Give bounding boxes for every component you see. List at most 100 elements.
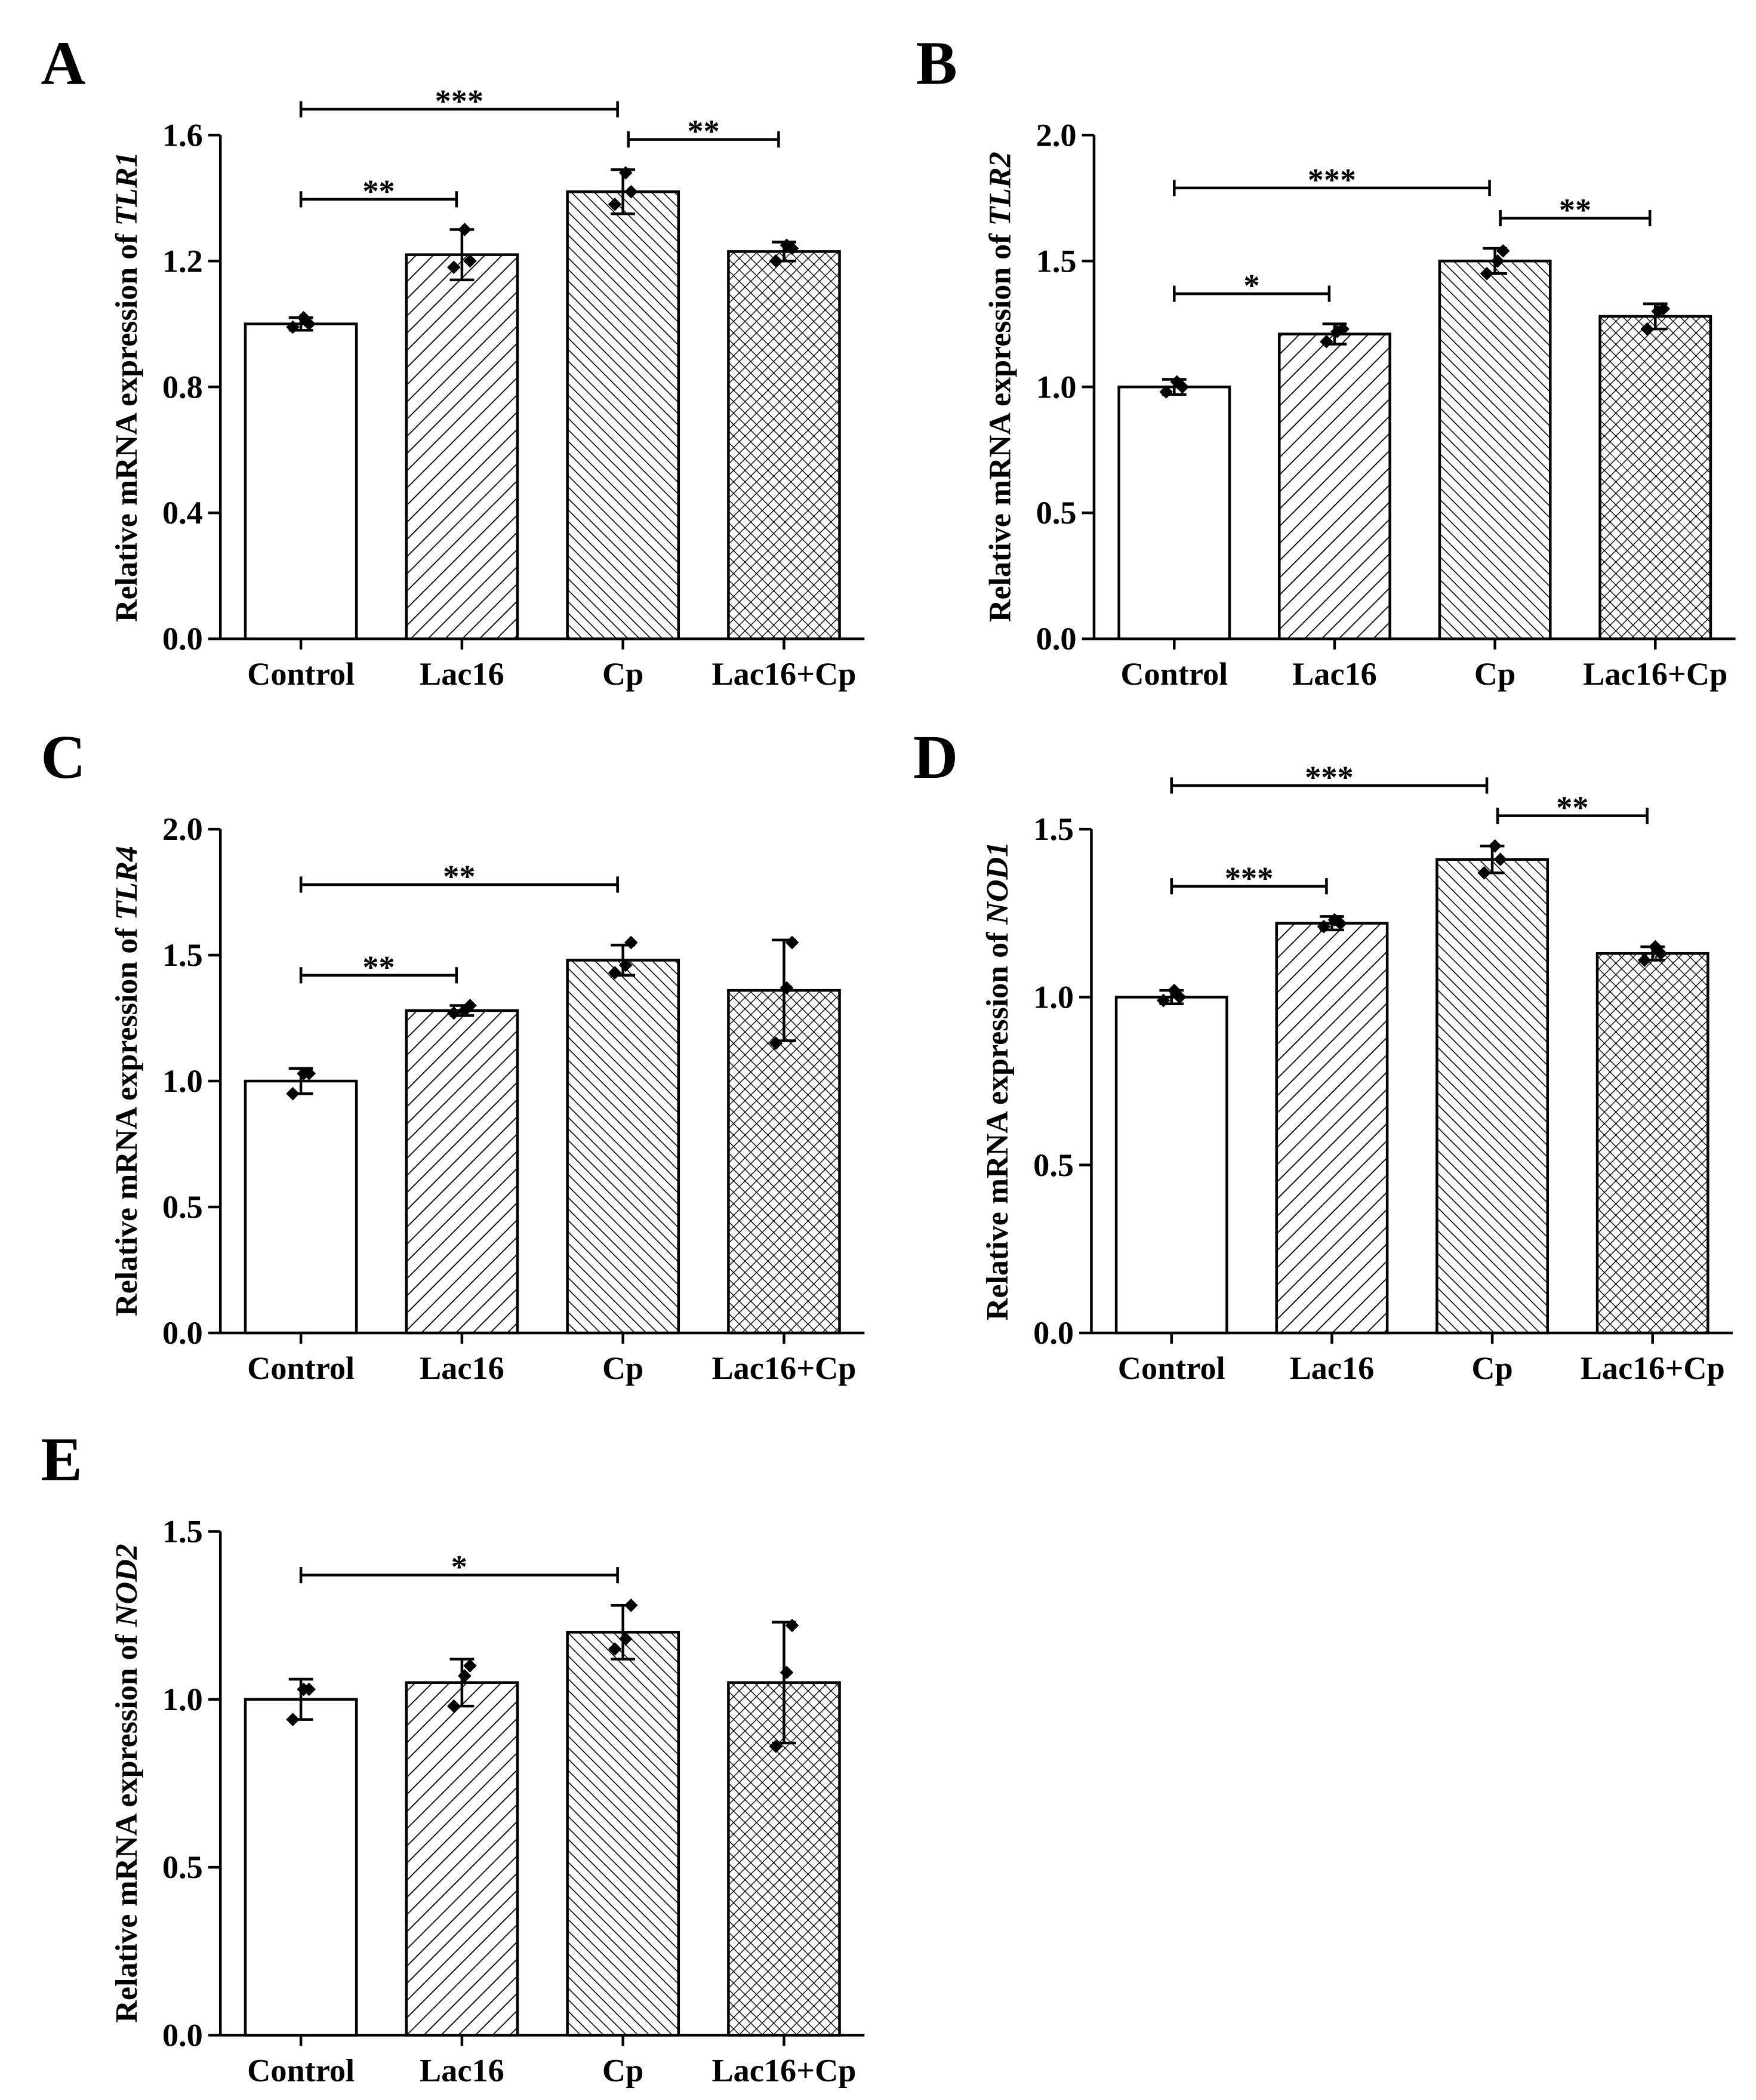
bar	[405, 1009, 519, 1335]
bar	[1435, 858, 1549, 1335]
y-tick-label: 0.8	[162, 369, 203, 405]
data-point	[1496, 244, 1510, 258]
data-point	[780, 1665, 794, 1680]
data-point	[785, 935, 799, 950]
y-tick-label: 1.0	[162, 1063, 203, 1099]
data-point	[447, 1006, 461, 1020]
y-tick-label: 1.5	[162, 1514, 203, 1550]
bar	[1114, 996, 1228, 1335]
x-tick-label: Control	[247, 656, 355, 692]
y-axis-label-gene: NOD2	[110, 1544, 144, 1627]
y-tick-label: 1.6	[162, 117, 203, 153]
y-axis-label: Relative mRNA expression of TLR2	[984, 152, 1018, 622]
data-point	[1320, 334, 1333, 349]
bar	[1598, 315, 1712, 641]
data-point	[608, 1642, 622, 1656]
y-axis-label-gene: TLR2	[984, 152, 1018, 226]
panel-label: A	[41, 28, 85, 97]
bar	[405, 253, 519, 641]
sig-label: ***	[1225, 860, 1273, 896]
data-point	[1493, 852, 1507, 867]
y-tick-label: 0.5	[1033, 1147, 1074, 1183]
x-tick-label: Lac16+Cp	[1583, 656, 1727, 692]
data-point	[618, 166, 633, 180]
y-axis-label-text: Relative mRNA expression of	[981, 932, 1015, 1320]
data-point	[463, 254, 477, 268]
sig-label: **	[362, 173, 395, 209]
data-point	[769, 254, 783, 268]
data-point	[458, 223, 472, 236]
sig-label: *	[451, 1549, 467, 1585]
sig-label: ***	[1305, 759, 1353, 795]
bar	[1117, 385, 1231, 641]
panel-label: E	[41, 1425, 82, 1494]
y-axis-label-gene: TLR4	[110, 846, 144, 920]
y-tick-label: 1.2	[162, 243, 203, 279]
data-point	[1490, 254, 1505, 268]
y-tick-label: 1.0	[1036, 369, 1077, 405]
y-axis-label: Relative mRNA expression of NOD1	[981, 842, 1015, 1320]
data-point	[608, 197, 622, 211]
data-point	[624, 1598, 638, 1612]
sig-label: **	[443, 858, 475, 894]
y-axis-label: Relative mRNA expression of TLR1	[110, 152, 144, 622]
data-point	[785, 1618, 799, 1633]
data-point	[769, 1739, 783, 1753]
data-point	[286, 1713, 300, 1726]
y-tick-label: 0.0	[1033, 1315, 1074, 1351]
data-point	[1159, 385, 1173, 399]
data-point	[1156, 993, 1170, 1008]
y-tick-label: 0.0	[162, 1315, 203, 1351]
x-tick-label: Cp	[1474, 656, 1515, 692]
x-tick-label: Lac16	[420, 656, 504, 692]
y-tick-label: 1.5	[162, 937, 203, 973]
y-axis-label-text: Relative mRNA expression of	[110, 928, 144, 1316]
x-tick-label: Lac16+Cp	[711, 2052, 856, 2088]
x-tick-label: Control	[247, 2052, 355, 2088]
data-point	[1317, 919, 1331, 934]
data-point	[463, 1659, 477, 1673]
data-point	[302, 1067, 316, 1080]
data-point	[447, 1699, 461, 1713]
y-tick-label: 1.0	[162, 1682, 203, 1717]
x-tick-label: Cp	[602, 1350, 643, 1386]
sig-label: *	[1244, 268, 1260, 304]
bar	[566, 1631, 680, 2037]
y-tick-label: 0.5	[162, 1849, 203, 1885]
data-point	[302, 1682, 316, 1696]
data-point	[286, 1086, 300, 1101]
bar	[566, 190, 680, 641]
y-axis-label-text: Relative mRNA expression of	[110, 1634, 144, 2022]
y-tick-label: 0.5	[1036, 495, 1077, 531]
x-tick-label: Control	[247, 1350, 355, 1386]
sig-label: ***	[435, 84, 483, 119]
panel-chart: A Relative mRNA expression of TLR1 0.0 0.4 0…	[41, 28, 865, 692]
data-point	[769, 1036, 783, 1051]
y-tick-label: 0.0	[1036, 621, 1077, 657]
y-tick-label: 2.0	[162, 811, 203, 847]
x-tick-label: Lac16+Cp	[711, 1350, 856, 1386]
y-axis-label-text: Relative mRNA expression of	[110, 233, 144, 622]
x-tick-label: Control	[1120, 656, 1228, 692]
data-point	[1488, 839, 1502, 853]
panel-label: B	[916, 28, 957, 97]
data-point	[1637, 953, 1652, 967]
bar	[244, 1079, 358, 1335]
y-tick-label: 0.0	[162, 621, 203, 657]
data-point	[458, 1669, 472, 1683]
sig-label: **	[1559, 192, 1591, 228]
x-tick-label: Lac16	[420, 1350, 504, 1386]
bar	[405, 1681, 519, 2037]
panel-label: C	[41, 722, 85, 792]
y-tick-label: 1.0	[1033, 979, 1074, 1015]
x-tick-label: Lac16+Cp	[711, 656, 856, 692]
bar	[1278, 332, 1391, 641]
data-point	[608, 966, 622, 980]
bar	[727, 989, 841, 1335]
x-tick-label: Lac16	[1292, 656, 1377, 692]
bar	[1595, 952, 1709, 1335]
data-point	[624, 935, 638, 950]
data-point	[286, 320, 300, 334]
x-tick-label: Lac16	[420, 2052, 504, 2088]
